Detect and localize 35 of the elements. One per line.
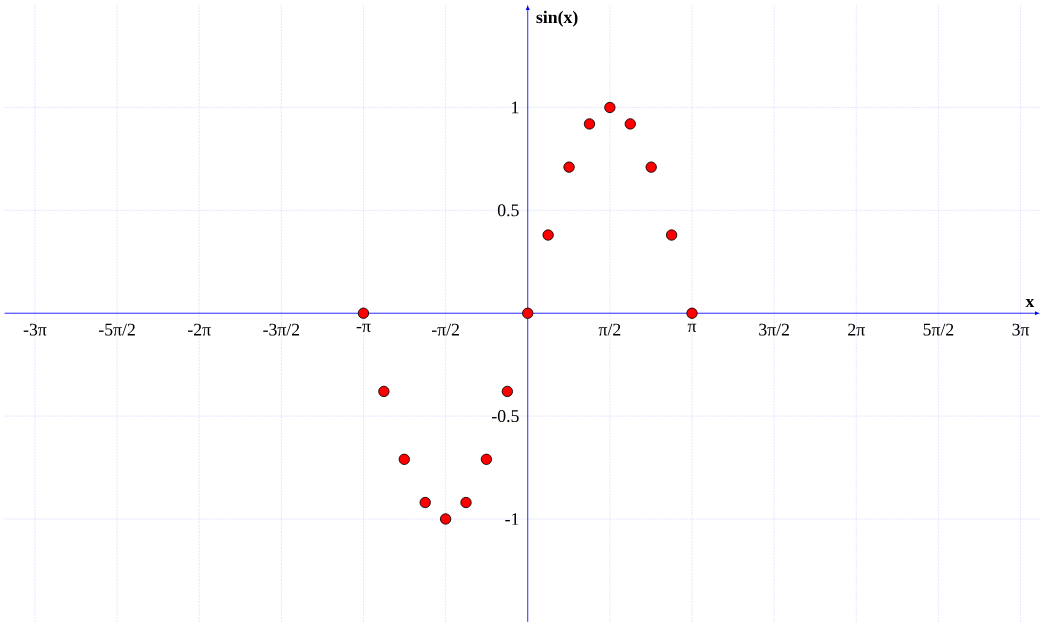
y-tick-label: 1 <box>512 101 519 114</box>
point <box>542 229 554 241</box>
x-tick-label: 2π <box>848 323 865 336</box>
point <box>665 229 678 241</box>
x-tick-label: 3π/2 <box>759 323 789 336</box>
point <box>604 101 616 113</box>
x-tick-label: π/2 <box>598 323 621 336</box>
point <box>480 453 493 465</box>
x-tick-label: -3π <box>23 323 47 336</box>
x-tick-label: 3π <box>1012 323 1030 336</box>
y-tick-label: -0.5 <box>492 409 519 422</box>
point <box>357 307 370 319</box>
point <box>378 385 390 397</box>
y-axis-title: sin(x) <box>536 10 578 27</box>
point <box>439 513 452 525</box>
point <box>686 307 698 319</box>
x-tick-label: -2π <box>188 323 211 336</box>
point <box>398 453 410 465</box>
y-tick-label: -1 <box>505 512 519 525</box>
x-tick-label: -π/2 <box>431 323 459 336</box>
point <box>624 118 636 130</box>
x-tick-label: -3π/2 <box>263 323 300 336</box>
x-tick-label: -5π/2 <box>98 323 135 336</box>
point <box>645 161 657 173</box>
point <box>419 496 431 508</box>
point <box>522 307 534 319</box>
x-tick-label: 5π/2 <box>923 323 954 336</box>
x-tick-label: -π <box>356 323 371 332</box>
point <box>460 496 472 508</box>
x-axis-title: x <box>1025 298 1035 307</box>
point <box>501 385 513 397</box>
y-tick-label: 0.5 <box>497 204 519 217</box>
x-tick-label: π <box>687 323 697 332</box>
point <box>563 161 575 173</box>
point <box>583 118 596 130</box>
